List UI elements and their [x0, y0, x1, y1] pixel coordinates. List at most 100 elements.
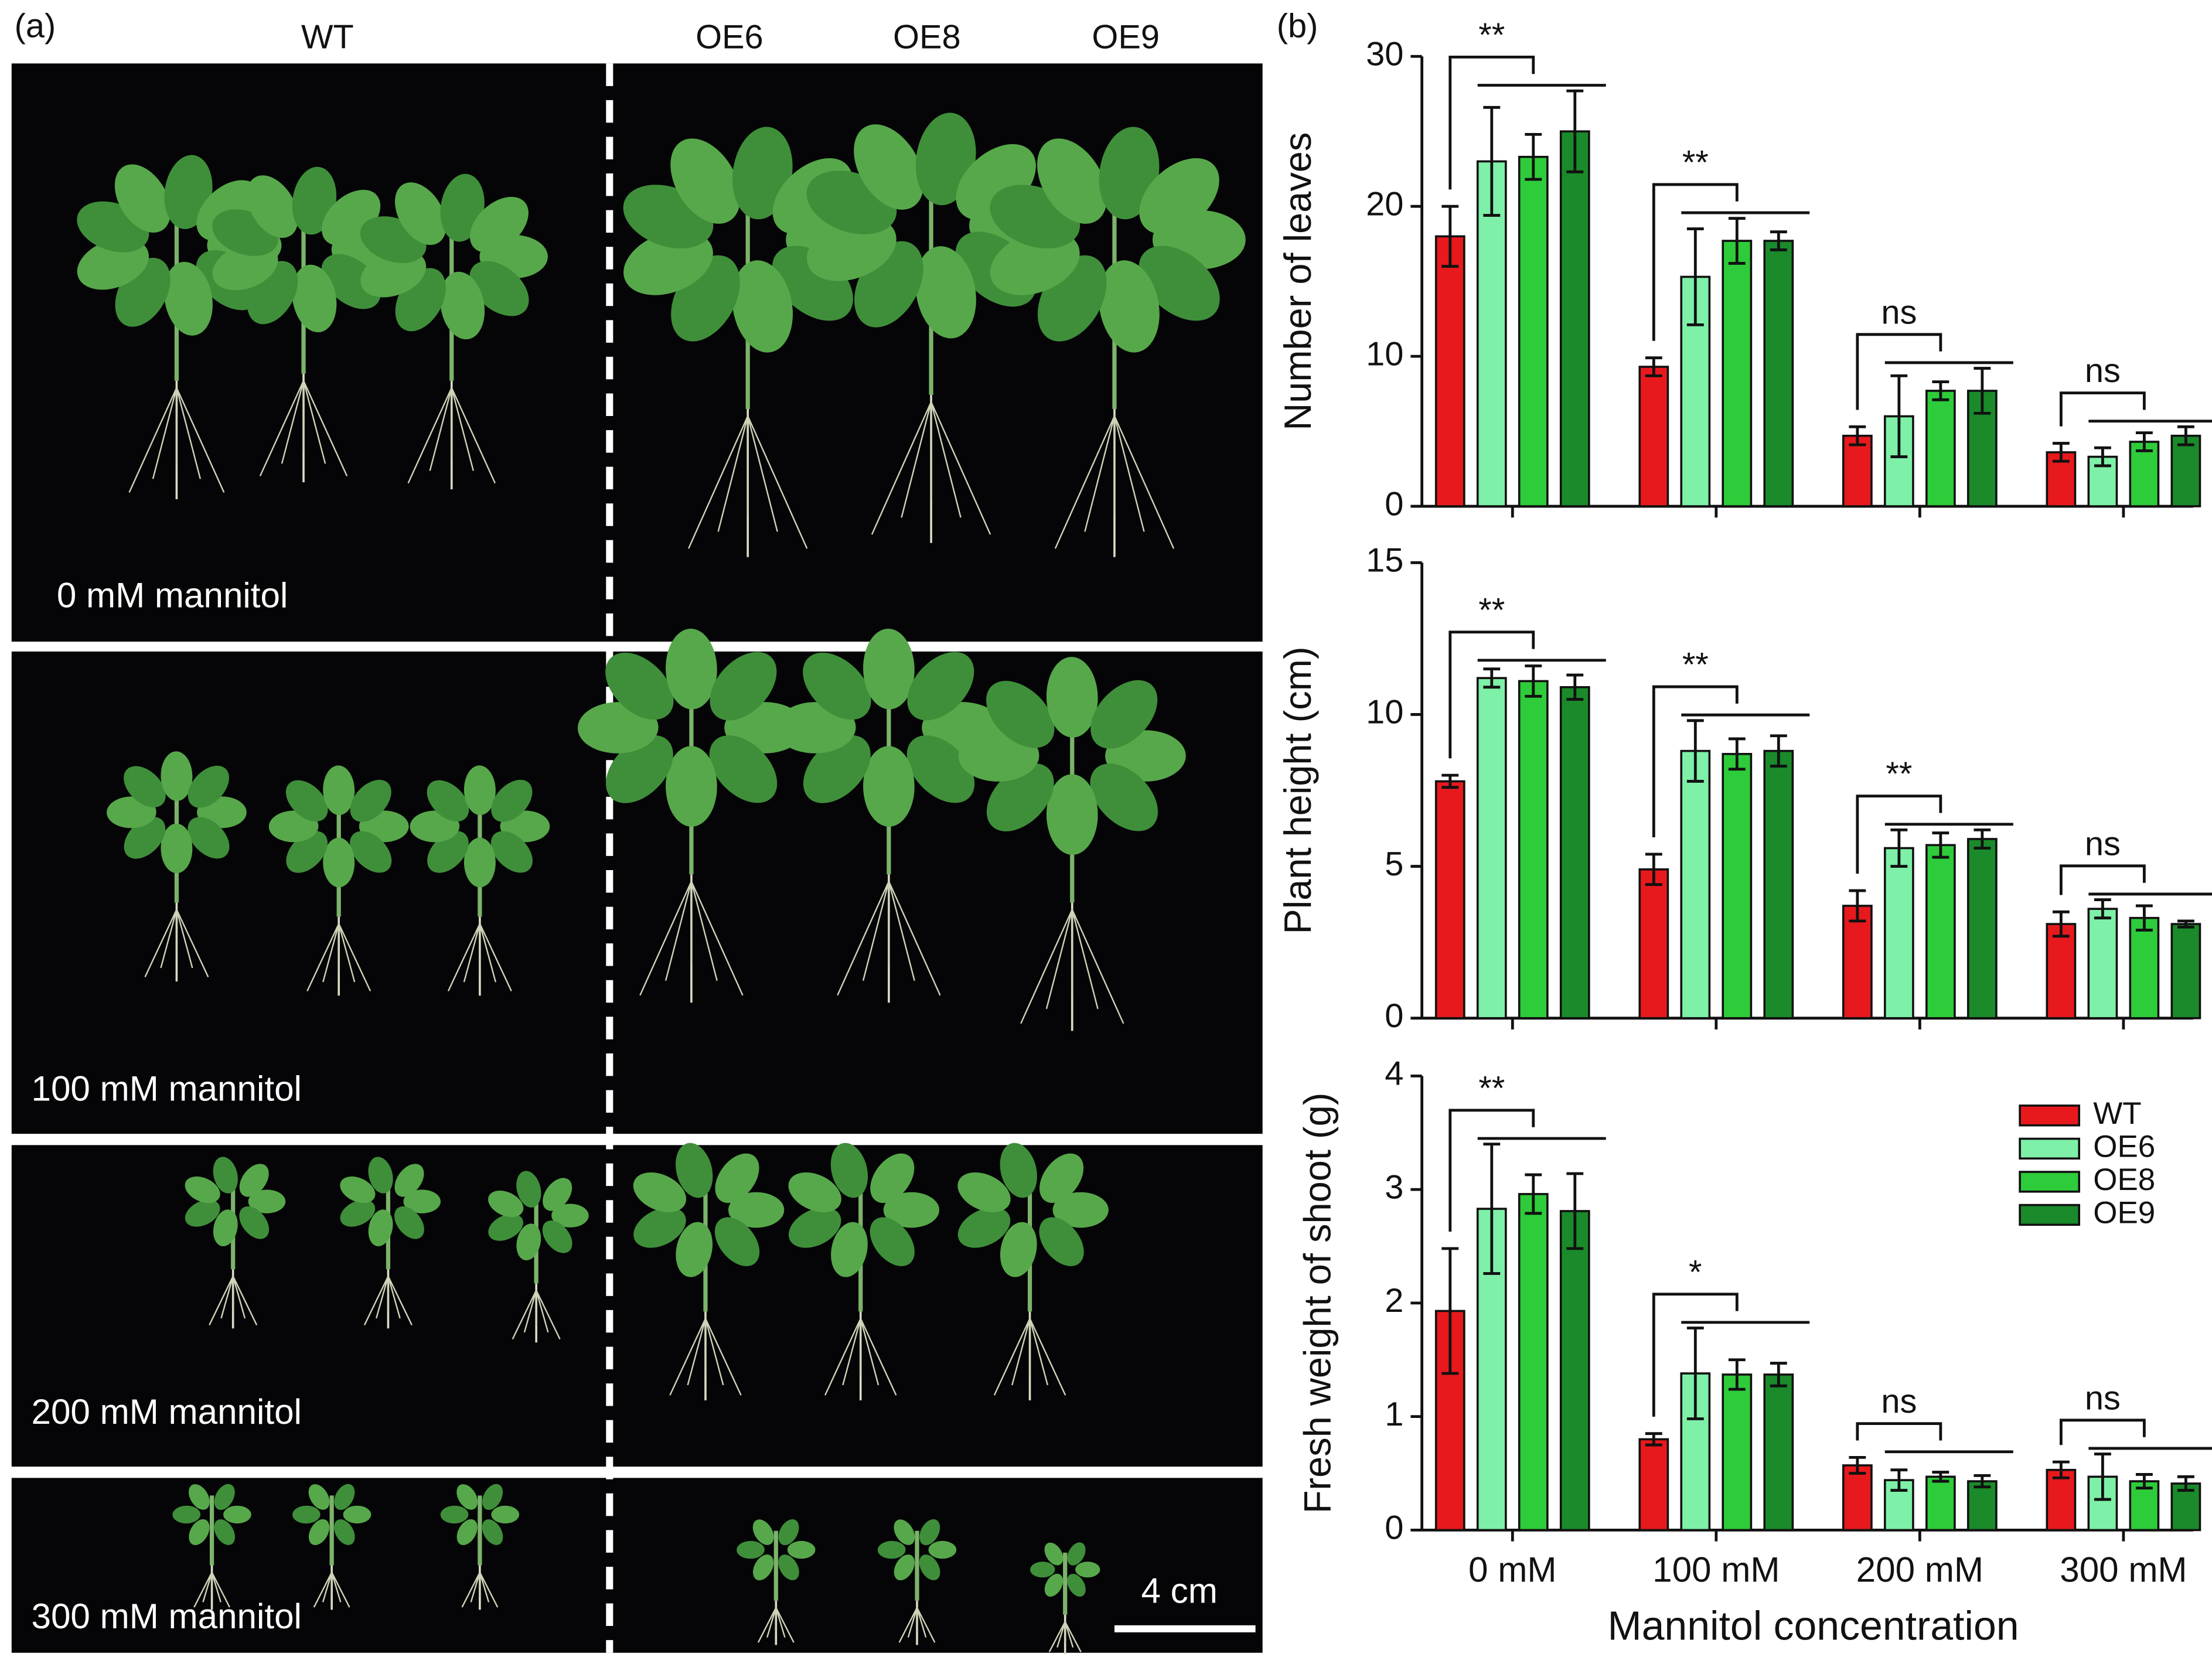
- root: [916, 1607, 927, 1638]
- root: [479, 1572, 490, 1603]
- leaf: [831, 1222, 868, 1277]
- legend-label: OE9: [2093, 1195, 2155, 1230]
- leaf: [870, 1217, 915, 1266]
- root: [322, 923, 340, 983]
- leaf: [957, 1207, 1011, 1248]
- root: [888, 881, 941, 996]
- legend-label: OE8: [2093, 1162, 2155, 1197]
- bar: [1518, 680, 1549, 1020]
- bar: [1722, 240, 1753, 507]
- significance-bracket: [1448, 630, 1535, 759]
- root: [407, 387, 452, 484]
- significance-label: ns: [2085, 352, 2121, 390]
- leaf: [1075, 1561, 1100, 1578]
- root: [1045, 909, 1073, 1010]
- panel-label: (a): [15, 7, 56, 45]
- error-bar: [1728, 1358, 1746, 1391]
- leaf: [248, 1189, 286, 1213]
- y-axis-label: Plant height (cm): [1276, 646, 1319, 934]
- root: [687, 1318, 707, 1386]
- root: [1011, 1318, 1031, 1386]
- root: [220, 1276, 234, 1319]
- error-bar: [1645, 356, 1662, 377]
- panel-label: (b): [1277, 7, 1318, 45]
- y-tick-label: 20: [1366, 185, 1403, 223]
- leaf: [214, 1484, 235, 1511]
- y-tick-label: 15: [1366, 542, 1403, 579]
- leaf: [1037, 138, 1107, 224]
- leaf: [350, 831, 392, 873]
- leaf: [551, 1203, 589, 1228]
- leaf: [870, 1153, 915, 1203]
- leaf: [1139, 158, 1219, 234]
- root: [211, 1572, 221, 1603]
- significance-bracket: [1448, 55, 1535, 190]
- y-tick-label: 4: [1385, 1055, 1403, 1093]
- significance-bracket: [2059, 864, 2146, 895]
- leaf: [928, 1540, 957, 1559]
- error-bar: [1974, 367, 1991, 415]
- root: [209, 1276, 234, 1325]
- leaf: [189, 1484, 210, 1510]
- root: [747, 415, 778, 532]
- y-tick-label: 3: [1385, 1168, 1403, 1206]
- root: [757, 1607, 777, 1643]
- y-tick-label: 5: [1385, 845, 1403, 883]
- error-bar: [1686, 1327, 1704, 1420]
- root: [669, 1318, 707, 1396]
- error-bar: [1770, 734, 1787, 768]
- error-bar: [1770, 230, 1787, 251]
- error-bar: [1645, 1432, 1662, 1447]
- root: [1056, 1621, 1066, 1648]
- root: [176, 909, 209, 977]
- leaf: [403, 1189, 441, 1213]
- significance-bracket: [1652, 685, 1739, 837]
- x-axis-label: Mannitol concentration: [1607, 1603, 2019, 1648]
- root: [687, 415, 749, 549]
- root: [232, 1276, 258, 1325]
- root: [160, 909, 178, 969]
- bar: [2087, 908, 2118, 1020]
- error-bar: [1441, 1247, 1459, 1375]
- leaf: [1067, 1573, 1086, 1597]
- bar: [1638, 366, 1669, 507]
- root: [281, 380, 305, 464]
- leaf: [906, 735, 975, 803]
- bar: [1518, 155, 1549, 507]
- error-bar: [1525, 132, 1542, 181]
- root: [1071, 909, 1099, 1010]
- significance-label: **: [1478, 1069, 1505, 1107]
- error-bar: [1770, 1362, 1787, 1387]
- error-bar: [1728, 737, 1746, 771]
- root: [331, 1572, 342, 1603]
- root: [747, 415, 808, 549]
- legend-label: WT: [2093, 1096, 2141, 1131]
- root: [837, 881, 889, 996]
- root: [842, 1318, 861, 1386]
- leaf: [440, 271, 485, 340]
- leaf: [1139, 246, 1220, 321]
- y-tick-label: 0: [1385, 997, 1403, 1035]
- legend-swatch: [2019, 1171, 2081, 1193]
- root: [690, 881, 718, 981]
- leaf: [1044, 1573, 1064, 1597]
- error-bar: [2135, 904, 2153, 932]
- root: [901, 401, 932, 518]
- root: [152, 387, 178, 479]
- y-axis-label: Fresh weight of shoot (g): [1296, 1093, 1339, 1514]
- leaf: [323, 837, 355, 888]
- root: [338, 923, 356, 983]
- leaf: [456, 1484, 478, 1510]
- root: [144, 909, 178, 977]
- root: [176, 387, 225, 493]
- y-tick-label: 1: [1385, 1396, 1403, 1433]
- root: [259, 380, 305, 477]
- leaf: [894, 1519, 915, 1545]
- bar: [1476, 160, 1507, 507]
- leaf: [469, 261, 529, 316]
- root: [322, 1572, 333, 1603]
- root: [704, 1318, 742, 1396]
- error-bar: [2094, 898, 2111, 920]
- leaf: [633, 1207, 686, 1248]
